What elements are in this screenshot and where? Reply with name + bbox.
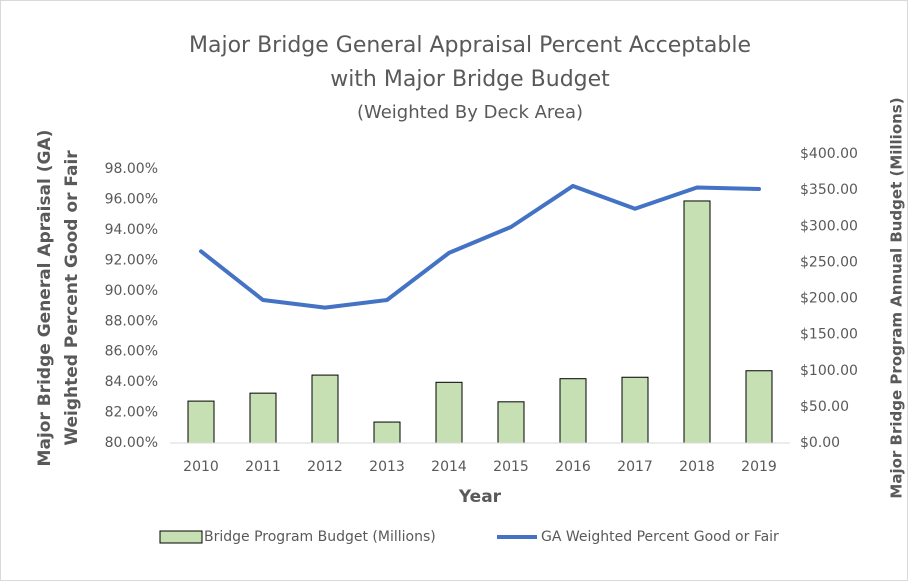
y-tick-label: 96.00% bbox=[105, 192, 158, 208]
x-tick-label: 2019 bbox=[741, 459, 777, 475]
y2-tick-label: $300.00 bbox=[800, 218, 858, 234]
chart-title: Major Bridge General Appraisal Percent A… bbox=[189, 33, 751, 58]
bar bbox=[435, 381, 463, 444]
y-tick-label: 98.00% bbox=[105, 161, 158, 177]
y2-axis-title: Major Bridge Program Annual Budget (Mill… bbox=[888, 97, 906, 498]
x-tick-label: 2017 bbox=[617, 459, 653, 475]
bar bbox=[559, 378, 587, 444]
y-tick-label: 86.00% bbox=[105, 344, 158, 360]
y2-tick-label: $200.00 bbox=[800, 291, 858, 307]
legend-swatch bbox=[159, 530, 203, 544]
bar bbox=[249, 392, 277, 444]
y2-tick-label: $150.00 bbox=[800, 327, 858, 343]
chart-title: with Major Bridge Budget bbox=[330, 67, 610, 92]
x-tick-label: 2011 bbox=[245, 459, 281, 475]
y-tick-label: 90.00% bbox=[105, 283, 158, 299]
bar bbox=[187, 400, 215, 444]
y2-tick-label: $250.00 bbox=[800, 254, 858, 270]
y2-tick-label: $350.00 bbox=[800, 182, 858, 198]
bar bbox=[497, 401, 525, 444]
y2-tick-label: $400.00 bbox=[800, 146, 858, 162]
x-tick-label: 2016 bbox=[555, 459, 591, 475]
bar bbox=[683, 200, 711, 444]
bar bbox=[373, 421, 401, 444]
y-tick-label: 92.00% bbox=[105, 252, 158, 268]
bar bbox=[621, 376, 649, 444]
y-tick-label: 94.00% bbox=[105, 222, 158, 238]
x-tick-label: 2014 bbox=[431, 459, 467, 475]
y-tick-label: 82.00% bbox=[105, 405, 158, 421]
y-axis-title: Weighted Percent Good or Fair bbox=[62, 150, 82, 446]
y2-tick-label: $50.00 bbox=[800, 399, 849, 415]
y2-tick-label: $0.00 bbox=[800, 435, 840, 451]
y-tick-label: 88.00% bbox=[105, 313, 158, 329]
y-tick-label: 80.00% bbox=[105, 435, 158, 451]
line bbox=[199, 183, 761, 310]
y-tick-label: 84.00% bbox=[105, 374, 158, 390]
chart-subtitle: (Weighted By Deck Area) bbox=[357, 102, 583, 123]
x-tick-label: 2015 bbox=[493, 459, 529, 475]
x-tick-label: 2013 bbox=[369, 459, 405, 475]
x-axis-title: Year bbox=[458, 487, 502, 507]
legend-label: GA Weighted Percent Good or Fair bbox=[541, 529, 779, 545]
legend-label: Bridge Program Budget (Millions) bbox=[204, 529, 436, 545]
x-tick-label: 2010 bbox=[183, 459, 219, 475]
bar bbox=[745, 370, 773, 444]
y2-tick-label: $100.00 bbox=[800, 363, 858, 379]
y-axis-title: Major Bridge General Apraisal (GA) bbox=[35, 130, 55, 467]
x-tick-label: 2018 bbox=[679, 459, 715, 475]
x-tick-label: 2012 bbox=[307, 459, 343, 475]
bar bbox=[311, 374, 339, 444]
